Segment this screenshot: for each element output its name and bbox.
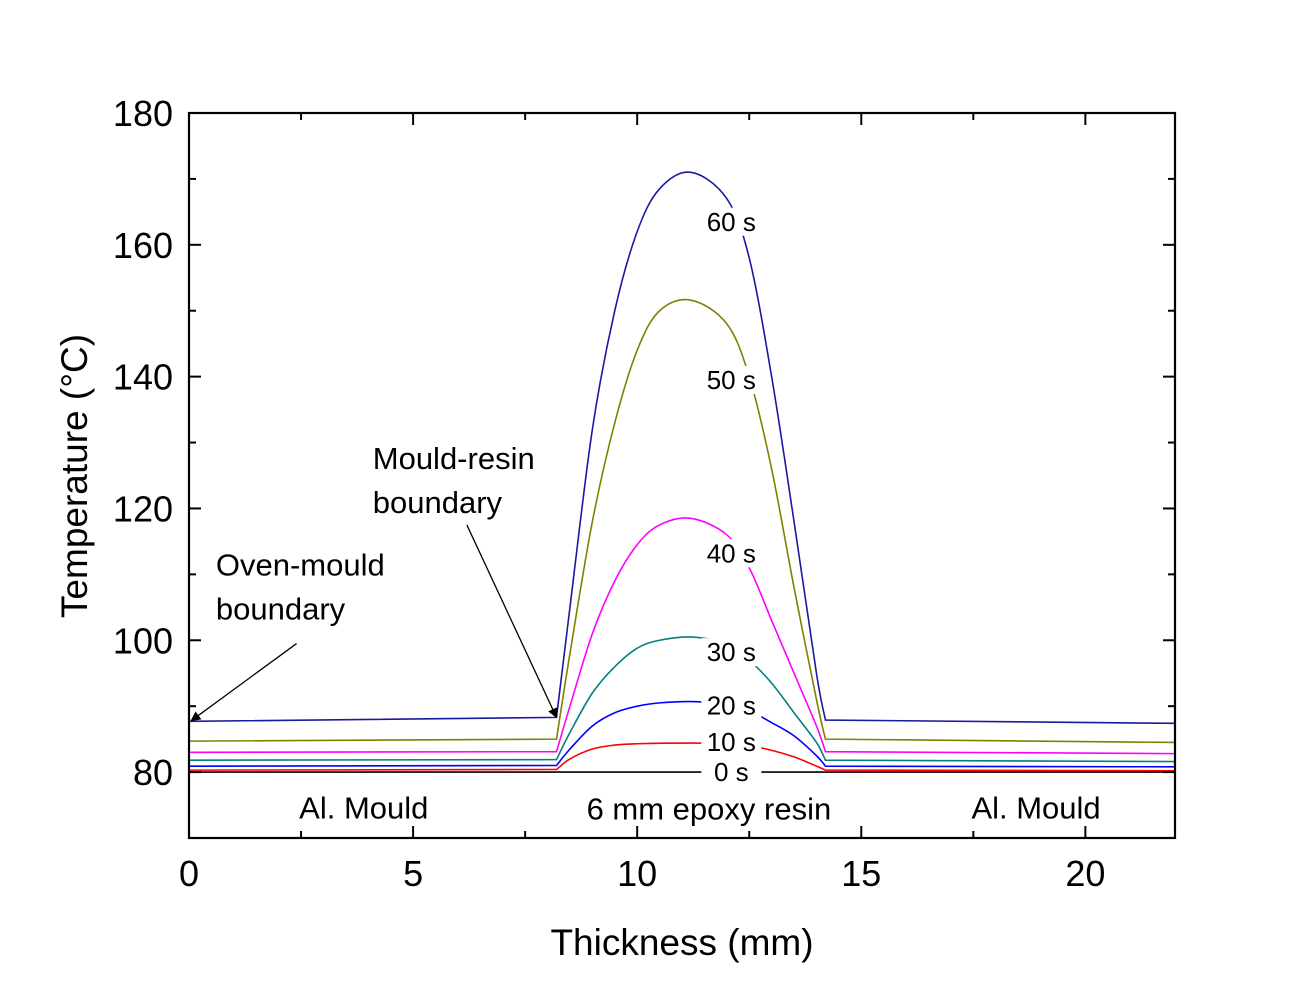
label-mask: [701, 727, 762, 756]
annotation-text: Oven-mould: [216, 548, 385, 583]
series-label-text: 50 s: [707, 365, 756, 395]
x-tick-label: 10: [617, 853, 657, 894]
y-tick-label: 100: [113, 620, 173, 661]
x-tick-label: 20: [1065, 853, 1105, 894]
series-label-text: 60 s: [707, 207, 756, 237]
x-tick-label: 15: [841, 853, 881, 894]
annotation-text: Mould-resin: [373, 441, 535, 476]
axes: 0 5 10 15 20 80 100 120 140 160 180: [113, 93, 1177, 894]
series-label-text: 40 s: [707, 538, 756, 568]
y-tick-label: 80: [133, 752, 173, 793]
annotation-text: boundary: [373, 485, 503, 520]
series-line-60s: [188, 171, 1176, 725]
region-label: Al. Mould: [299, 790, 428, 825]
series-label-text: 0 s: [714, 757, 749, 787]
series-label-text: 20 s: [707, 691, 756, 721]
series-line-20s: [188, 700, 1176, 768]
label-mask: [701, 691, 762, 720]
x-axis-title: Thickness (mm): [550, 922, 813, 963]
label-mask: [701, 207, 762, 236]
boundary-annotation: Mould-resin boundary: [373, 441, 558, 719]
series-label-60s: 60 s: [701, 207, 762, 237]
label-mask: [701, 758, 762, 787]
label-mask: [701, 539, 762, 568]
y-tick-label: 120: [113, 488, 173, 529]
series-label-text: 30 s: [707, 637, 756, 667]
x-tick-label: 5: [403, 853, 423, 894]
series-layer: [188, 171, 1176, 773]
annotation-arrow: [466, 524, 558, 719]
series-label-0s: 0 s: [701, 757, 762, 787]
label-mask: [701, 365, 762, 394]
label-mask: [701, 638, 762, 667]
y-tick-label: 160: [113, 225, 173, 266]
y-tick-label: 180: [113, 93, 173, 134]
series-label-20s: 20 s: [701, 691, 762, 721]
series-label-30s: 30 s: [701, 637, 762, 667]
y-axis-title: Temperature (°C): [54, 334, 95, 618]
annotation-arrow: [190, 643, 297, 722]
series-label-40s: 40 s: [701, 538, 762, 568]
x-tick-label: 0: [179, 853, 199, 894]
annotation-layer: Mould-resin boundary Oven-mould boundary Al.…: [190, 441, 1101, 827]
plot-frame: [187, 111, 1177, 840]
series-label-50s: 50 s: [701, 365, 762, 395]
series-line-30s: [188, 636, 1176, 763]
boundary-annotation: Oven-mould boundary: [190, 548, 385, 722]
series-label-text: 10 s: [707, 727, 756, 757]
series-line-50s: [188, 298, 1176, 744]
series-line-40s: [188, 517, 1176, 755]
series-label-layer: 0 s10 s 20 s 30 s 40 s 50 s 60 s: [701, 207, 762, 787]
region-label: 6 mm epoxy resin: [587, 792, 832, 827]
annotation-text: boundary: [216, 592, 346, 627]
region-label: Al. Mould: [971, 790, 1100, 825]
series-label-10s: 10 s: [701, 727, 762, 757]
y-tick-label: 140: [113, 357, 173, 398]
